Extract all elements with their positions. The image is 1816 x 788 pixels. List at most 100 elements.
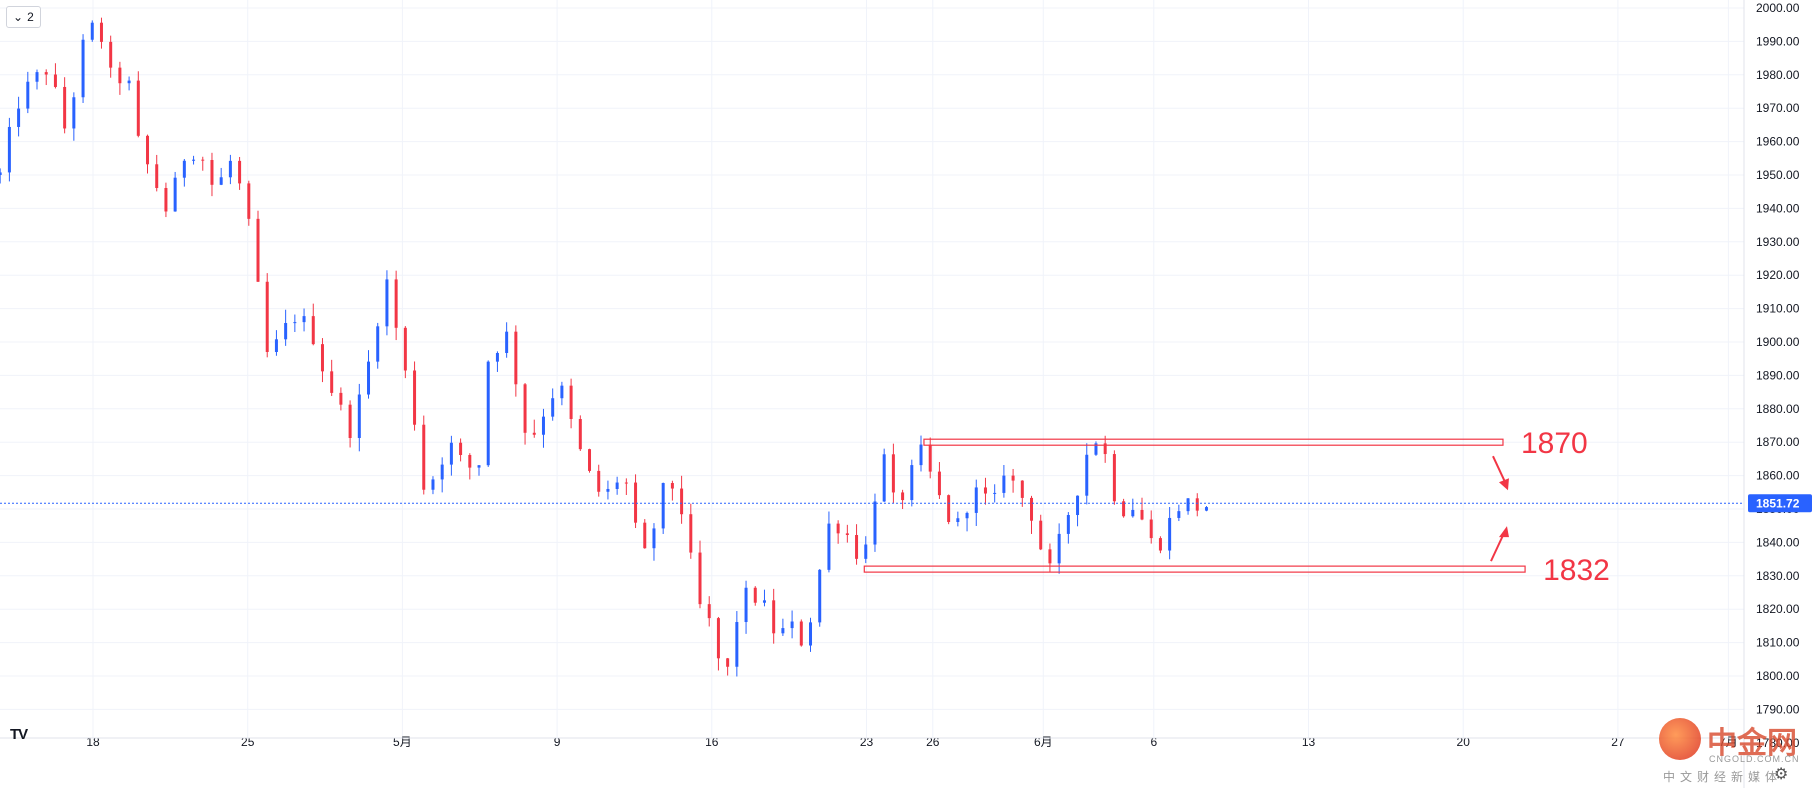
y-tick-label: 1870.00 (1756, 435, 1800, 449)
candle-down (256, 218, 260, 282)
candle-down (1158, 538, 1162, 551)
watermark-main: 中金网 (1707, 726, 1797, 761)
x-tick-label: 16 (705, 735, 719, 749)
y-tick-label: 1880.00 (1756, 402, 1800, 416)
y-tick-label: 1820.00 (1756, 602, 1800, 616)
candle-down (523, 384, 527, 433)
candle-down (680, 488, 684, 515)
candle-down (643, 522, 647, 549)
candle-up (495, 352, 499, 362)
candle-down (459, 442, 463, 456)
cngold-watermark: 中金网 CNGOLD.COM.CN 中文财经新媒体 (1655, 712, 1810, 788)
candle-up (910, 465, 914, 501)
y-tick-label: 1860.00 (1756, 469, 1800, 483)
candle-up (182, 160, 186, 178)
annotations-layer: 1870 1832 (863, 427, 1610, 587)
candle-down (1112, 454, 1116, 502)
candle-up (228, 160, 232, 178)
candle-down (726, 658, 730, 667)
candle-up (17, 108, 21, 127)
x-tick-label: 13 (1302, 735, 1316, 749)
level-box-resistance[interactable] (923, 438, 1504, 446)
candle-up (1094, 443, 1098, 455)
y-tick-label: 1910.00 (1756, 302, 1800, 316)
candle-down (146, 135, 150, 165)
y-tick-label: 1890.00 (1756, 368, 1800, 382)
candle-up (781, 628, 785, 634)
candle-down (403, 327, 407, 371)
candle-up (81, 39, 85, 98)
candle-down (265, 281, 269, 352)
y-tick-label: 1980.00 (1756, 68, 1800, 82)
level-box-support[interactable] (863, 565, 1526, 573)
candle-up (127, 80, 131, 84)
candle-down (201, 159, 205, 161)
time-axis[interactable]: 18 25 5月 9 16 23 26 6月 6 13 20 27 7月 (0, 735, 1744, 749)
y-tick-label: 1800.00 (1756, 669, 1800, 683)
candle-down (413, 370, 417, 425)
candle-up (560, 385, 564, 399)
candle-down (330, 371, 334, 393)
candle-down (707, 604, 711, 619)
candle-down (1149, 519, 1153, 539)
candle-down (578, 418, 582, 450)
candle-down (1039, 520, 1043, 550)
candle-up (1131, 509, 1135, 517)
gear-icon[interactable]: ⚙ (1774, 766, 1789, 783)
candle-up (477, 465, 481, 468)
candle-down (164, 187, 168, 212)
candle-up (0, 172, 2, 175)
x-tick-label: 5月 (393, 735, 412, 749)
candle-down (624, 482, 628, 484)
y-tick-label: 1830.00 (1756, 569, 1800, 583)
candle-up (505, 331, 509, 353)
price-axis[interactable]: 2000.00 1990.00 1980.00 1970.00 1960.00 1950.… (1743, 0, 1800, 788)
candle-up (551, 398, 555, 417)
candle-up (827, 523, 831, 570)
y-tick-label: 1810.00 (1756, 636, 1800, 650)
candle-up (606, 488, 610, 492)
candle-down (136, 80, 140, 136)
candle-up (302, 316, 306, 323)
candle-up (965, 512, 969, 519)
candle-down (514, 331, 518, 385)
x-tick-label: 9 (554, 735, 561, 749)
candle-up (90, 22, 94, 40)
y-tick-label: 1930.00 (1756, 235, 1800, 249)
candle-down (532, 432, 536, 435)
candle-down (44, 72, 48, 75)
candle-up (274, 339, 278, 352)
candles-layer (0, 17, 1208, 677)
candle-up (219, 177, 223, 185)
candle-up (882, 454, 886, 502)
candle-down (1122, 501, 1126, 517)
tradingview-logo[interactable]: TV (10, 726, 40, 746)
y-tick-label: 1940.00 (1756, 201, 1800, 215)
candle-up (431, 479, 435, 490)
y-tick-label: 1990.00 (1756, 34, 1800, 48)
candle-up (652, 528, 656, 549)
x-tick-label: 6月 (1034, 735, 1053, 749)
y-tick-label: 1900.00 (1756, 335, 1800, 349)
candle-down (891, 454, 895, 493)
candle-down (753, 587, 757, 603)
candle-down (247, 183, 251, 219)
interval-selector[interactable]: ⌄ 2 (6, 6, 41, 28)
watermark-url: CNGOLD.COM.CN (1709, 754, 1800, 764)
candle-up (449, 442, 453, 465)
y-tick-label: 1790.00 (1756, 702, 1800, 716)
candle-up (1085, 454, 1089, 496)
candle-down (569, 385, 573, 419)
last-price-label: 1851.72 (1756, 496, 1800, 510)
candle-down (320, 344, 324, 372)
candle-up (284, 323, 288, 340)
candle-down (772, 600, 776, 634)
candle-up (1057, 533, 1061, 564)
candle-down (109, 41, 113, 68)
level-label-support: 1832 (1543, 554, 1610, 587)
x-tick-label: 23 (860, 735, 874, 749)
candle-down (634, 482, 638, 523)
candle-up (385, 279, 389, 327)
candle-up (974, 487, 978, 513)
